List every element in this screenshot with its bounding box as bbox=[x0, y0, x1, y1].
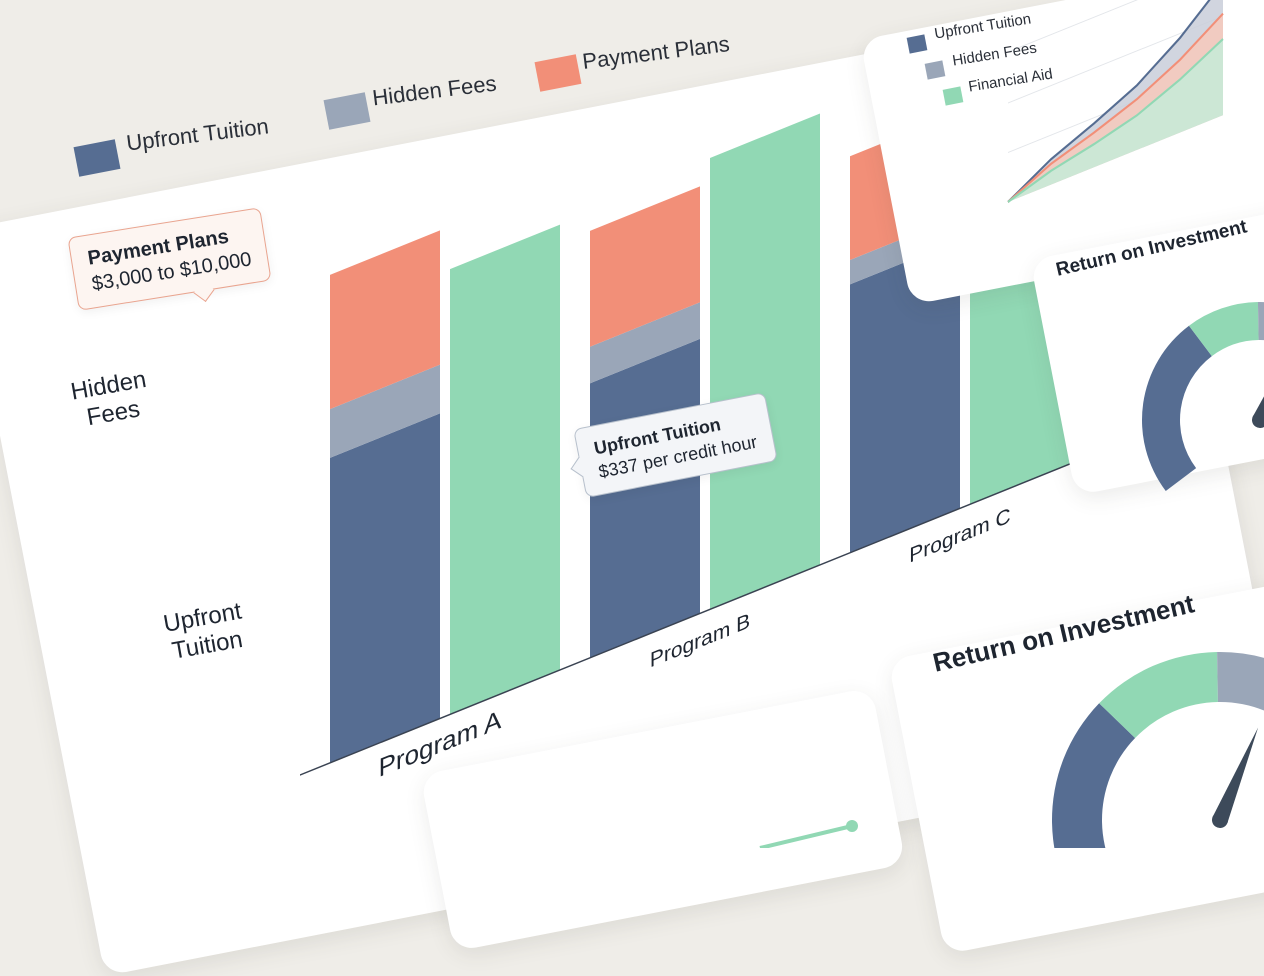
bar-payment-plans-program-a bbox=[330, 230, 440, 410]
bar-hidden-fees-program-a bbox=[330, 364, 440, 458]
bar-payment-plans-program-b bbox=[590, 186, 700, 347]
bar-financial-aid-program-a bbox=[450, 224, 560, 715]
bar-financial-aid-program-b bbox=[710, 113, 820, 610]
area-legend-swatch-financial-aid bbox=[942, 86, 964, 106]
x-axis-line bbox=[300, 455, 1090, 776]
area-legend-swatch-upfront-tuition bbox=[906, 34, 928, 54]
bar-upfront-tuition-program-a bbox=[330, 413, 440, 763]
bar-upfront-tuition-program-b bbox=[590, 338, 700, 658]
bar-upfront-tuition-program-c bbox=[850, 239, 960, 553]
bar-hidden-fees-program-b bbox=[590, 302, 700, 384]
area-legend-swatch-hidden-fees bbox=[924, 60, 946, 80]
